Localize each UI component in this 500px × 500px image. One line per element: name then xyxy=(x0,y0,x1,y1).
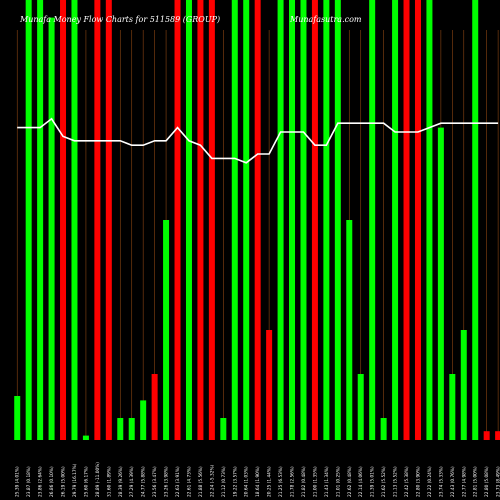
x-tick-label: 22.81 (5.00%) xyxy=(473,466,479,497)
x-tick-label: 22.61 (4.73%) xyxy=(186,466,192,497)
x-tick-label: 31.60 (1.89%) xyxy=(106,466,112,497)
bar xyxy=(483,431,490,440)
bar xyxy=(243,0,250,440)
bar xyxy=(94,0,101,440)
x-tick-label: 21.25 (6.53%) xyxy=(278,466,284,497)
x-tick-label: 22.63 (3.91%) xyxy=(175,466,181,497)
x-tick-label: 21.12 (0.73%) xyxy=(221,466,227,497)
x-tick-label: 26.86 (0.10%) xyxy=(49,466,55,497)
x-tick-label: 28.39 (9.26%) xyxy=(118,466,124,497)
bar xyxy=(311,0,318,440)
bar xyxy=(334,0,341,440)
bar xyxy=(346,220,353,440)
x-tick-label: 22.42 (5.38%) xyxy=(404,466,410,497)
bar xyxy=(197,0,204,440)
x-tick-label: 29.79 (16.17%) xyxy=(72,463,78,497)
bar xyxy=(220,418,227,440)
bar xyxy=(380,418,387,440)
x-tick-label: 23.26 (3.98%) xyxy=(164,466,170,497)
bar xyxy=(14,396,21,440)
bar xyxy=(105,0,112,440)
x-tick-label: 22.22 (0.24%) xyxy=(427,466,433,497)
bar xyxy=(163,220,170,440)
bar xyxy=(357,374,364,440)
bar xyxy=(185,0,192,440)
x-tick-label: 21.13 (5.52%) xyxy=(393,466,399,497)
bar xyxy=(82,435,89,440)
bar xyxy=(254,0,261,440)
chart-title: Munafa Money Flow Charts for 511589 (GRO… xyxy=(19,15,220,24)
x-tick-label: 21.78 (2.56%) xyxy=(290,466,296,497)
x-tick-label: 23.73 (8.49%) xyxy=(496,466,500,497)
x-tick-label: 21.43 (1.34%) xyxy=(324,466,330,497)
bar xyxy=(71,0,78,440)
bar xyxy=(323,0,330,440)
x-tick-label: 25.39 (4.01%) xyxy=(15,466,21,497)
bar xyxy=(117,418,124,440)
x-tick-labels: 25.39 (4.01%) 23.87 (0.18%) 23.86 (2.64%) 2… xyxy=(15,462,500,497)
bar xyxy=(151,374,158,440)
bar xyxy=(369,0,376,440)
x-tick-label: 23.56 (3.47%) xyxy=(152,466,158,497)
x-tick-label: 22.80 (3.90%) xyxy=(415,466,421,497)
x-tick-label: 23.86 (2.64%) xyxy=(38,466,44,497)
x-tick-label: 23.87 (0.18%) xyxy=(26,466,32,497)
x-tick-label: 21.39 (5.01%) xyxy=(370,466,376,497)
bar xyxy=(37,0,44,440)
x-tick-label: 20.25 (1.44%) xyxy=(267,466,273,497)
x-tick-label: 22.77 (4.98%) xyxy=(461,466,467,497)
bar-series xyxy=(14,0,500,440)
x-tick-label: 22.80 (5.08%) xyxy=(484,466,490,497)
bar xyxy=(48,17,55,440)
x-tick-label: 22.62 (0.48%) xyxy=(347,466,353,497)
x-tick-label: 28.89 (-11.00%) xyxy=(95,462,101,497)
bar xyxy=(140,400,147,440)
x-tick-label: 21.88 (5.56%) xyxy=(198,466,204,497)
x-tick-label: 21.01 (0.25%) xyxy=(335,466,341,497)
bar xyxy=(414,0,421,440)
bar xyxy=(495,431,500,440)
bar xyxy=(266,330,273,440)
bar xyxy=(403,0,410,440)
bar xyxy=(472,0,479,440)
bar xyxy=(277,0,284,440)
bar xyxy=(174,0,181,440)
bar xyxy=(392,0,399,440)
bar xyxy=(460,330,467,440)
bar xyxy=(437,127,444,440)
bar xyxy=(25,0,32,440)
x-tick-label: 21.82 (0.48%) xyxy=(301,466,307,497)
x-tick-label: 24.77 (5.88%) xyxy=(141,466,147,497)
x-tick-label: 22.43 (0.76%) xyxy=(450,466,456,497)
bar xyxy=(231,0,238,440)
x-tick-label: 22.14 (4.06%) xyxy=(358,466,364,497)
x-tick-label: 21.00 (1.35%) xyxy=(312,466,318,497)
x-tick-label: 19.22 (3.57%) xyxy=(232,466,238,497)
bar xyxy=(426,0,433,440)
x-tick-label: 22.24 (-5.32%) xyxy=(209,464,215,497)
bar xyxy=(128,418,135,440)
money-flow-line xyxy=(17,117,499,164)
x-tick-label: 25.60 (6.17%) xyxy=(83,466,89,497)
x-tick-label: 20.64 (1.03%) xyxy=(244,466,250,497)
site-label: Munafasutra.com xyxy=(289,15,362,24)
bar xyxy=(289,0,296,440)
bar xyxy=(449,374,456,440)
bar xyxy=(60,0,67,440)
bar xyxy=(300,0,307,440)
x-tick-label: 21.62 (5.52%) xyxy=(381,466,387,497)
bar xyxy=(208,0,215,440)
x-tick-label: 18.64 (1.90%) xyxy=(255,466,261,497)
x-tick-label: 23.74 (5.33%) xyxy=(438,466,444,497)
x-tick-label: 27.29 (4.39%) xyxy=(129,466,135,497)
x-tick-label: 26.19 (5.00%) xyxy=(61,466,67,497)
